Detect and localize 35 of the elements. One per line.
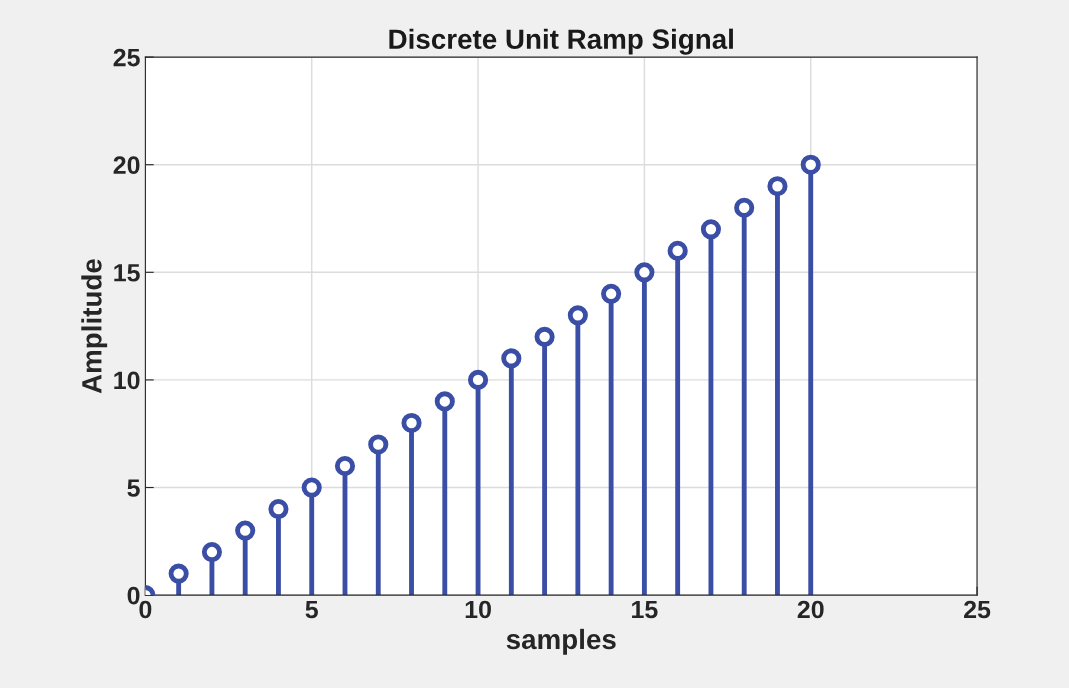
x-tick-label: 0	[139, 600, 152, 619]
x-tick-label: 25	[964, 600, 991, 619]
y-tick-label: 15	[114, 264, 140, 282]
chart-title: Discrete Unit Ramp Signal	[389, 28, 733, 55]
point	[434, 391, 455, 412]
point	[567, 305, 588, 326]
point	[401, 412, 422, 434]
point	[800, 154, 821, 175]
point	[534, 326, 555, 347]
x-tick-label: 20	[797, 600, 824, 619]
point	[368, 434, 389, 455]
x-tick-label: 10	[465, 600, 491, 619]
x-tick-label: 5	[305, 600, 318, 619]
point	[501, 348, 522, 369]
x-axis-title: samples	[506, 628, 616, 655]
point	[734, 197, 755, 218]
y-tick-label: 20	[113, 156, 140, 175]
point	[667, 240, 688, 261]
point	[235, 520, 256, 541]
point	[700, 219, 721, 240]
point	[467, 369, 489, 390]
point	[301, 477, 322, 498]
y-tick-label: 25	[113, 48, 140, 67]
point	[334, 455, 356, 477]
y-tick-label: 10	[114, 371, 140, 390]
point	[168, 563, 189, 584]
point	[201, 542, 222, 563]
point	[767, 176, 788, 197]
point	[634, 262, 655, 283]
y-tick-label: 0	[127, 586, 140, 605]
y-tick-label: 5	[127, 479, 140, 497]
x-tick-label: 15	[632, 600, 658, 619]
point	[268, 498, 289, 520]
point	[601, 283, 622, 304]
y-axis-title: Amplitude	[81, 259, 108, 394]
